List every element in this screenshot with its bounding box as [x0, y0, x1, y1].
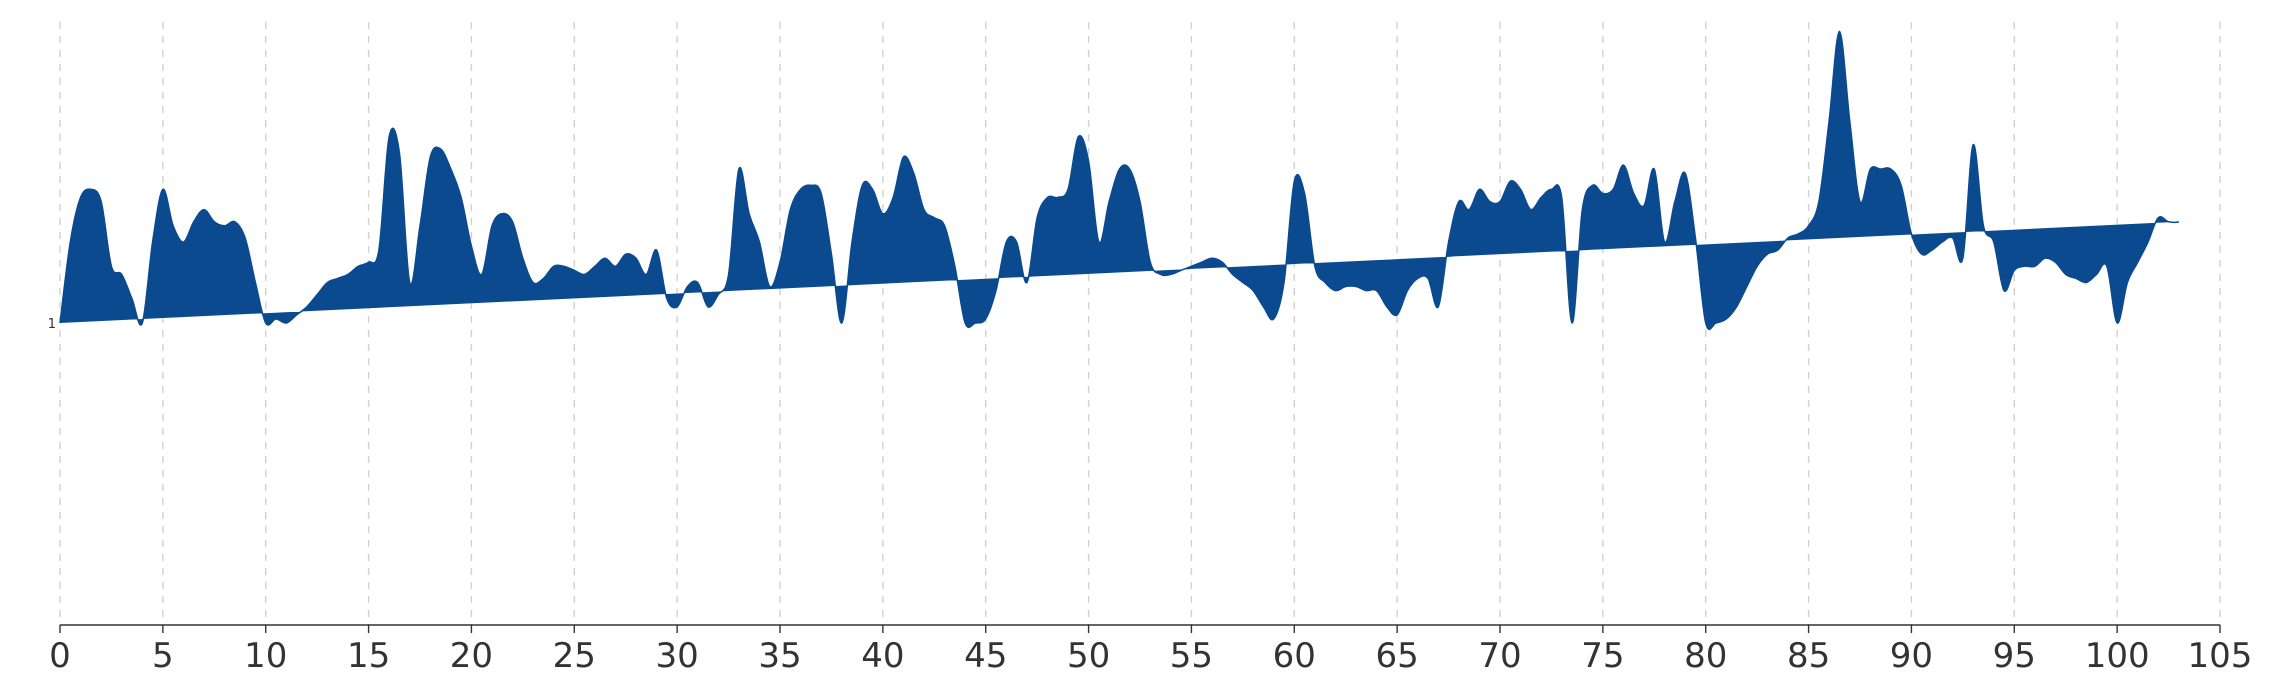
violin-area — [59, 30, 2180, 331]
x-tick-label-40: 40 — [861, 636, 904, 676]
x-tick-label-90: 90 — [1890, 636, 1933, 676]
y-category-label: 1 — [48, 317, 56, 332]
x-tick-label-15: 15 — [347, 636, 390, 676]
x-tick-label-85: 85 — [1787, 636, 1830, 676]
x-tick-label-65: 65 — [1376, 636, 1419, 676]
x-tick-label-55: 55 — [1170, 636, 1213, 676]
x-tick-label-95: 95 — [1993, 636, 2036, 676]
x-tick-label-10: 10 — [244, 636, 287, 676]
grid-lines — [59, 22, 2221, 625]
x-tick-label-75: 75 — [1581, 636, 1624, 676]
series-area — [59, 30, 2180, 331]
x-tick-label-35: 35 — [758, 636, 801, 676]
x-tick-label-45: 45 — [964, 636, 1007, 676]
x-tick-label-70: 70 — [1478, 636, 1521, 676]
x-tick-label-25: 25 — [553, 636, 596, 676]
x-tick-label-0: 0 — [49, 636, 71, 676]
x-tick-label-30: 30 — [656, 636, 699, 676]
x-tick-label-60: 60 — [1273, 636, 1316, 676]
x-tick-label-50: 50 — [1067, 636, 1110, 676]
x-tick-label-5: 5 — [152, 636, 174, 676]
x-tick-label-100: 100 — [2085, 636, 2150, 676]
x-tick-label-20: 20 — [450, 636, 493, 676]
x-tick-label-80: 80 — [1684, 636, 1727, 676]
x-axis — [59, 624, 2221, 633]
x-tick-label-105: 105 — [2188, 636, 2253, 676]
tick-labels: 0 5 10 15 20 25 30 35 40 45 50 55 60 65 70 75 80 85 90 95 10… — [49, 636, 2252, 676]
